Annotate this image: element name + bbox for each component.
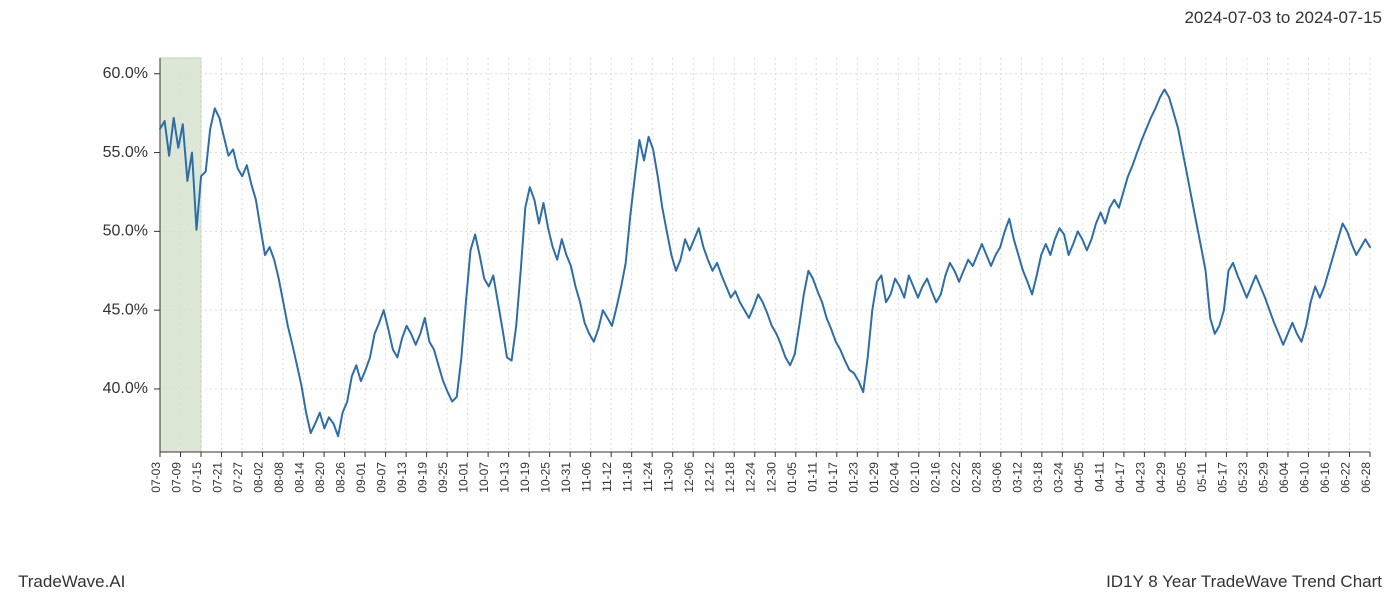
svg-text:11-06: 11-06: [580, 462, 594, 492]
svg-text:03-24: 03-24: [1051, 462, 1065, 493]
svg-text:03-18: 03-18: [1031, 462, 1045, 493]
svg-text:07-27: 07-27: [231, 462, 245, 493]
svg-text:01-05: 01-05: [785, 462, 799, 493]
svg-text:60.0%: 60.0%: [103, 65, 148, 82]
svg-text:04-23: 04-23: [1133, 462, 1147, 493]
svg-text:11-18: 11-18: [621, 462, 635, 492]
svg-text:45.0%: 45.0%: [103, 301, 148, 318]
svg-text:05-05: 05-05: [1174, 462, 1188, 493]
svg-text:08-08: 08-08: [272, 462, 286, 493]
svg-text:04-29: 04-29: [1154, 462, 1168, 493]
svg-text:04-05: 04-05: [1072, 462, 1086, 493]
svg-text:08-26: 08-26: [334, 462, 348, 493]
svg-text:03-06: 03-06: [990, 462, 1004, 493]
svg-text:07-21: 07-21: [211, 462, 225, 493]
svg-text:08-02: 08-02: [252, 462, 266, 493]
svg-text:02-22: 02-22: [949, 462, 963, 493]
svg-text:11-12: 11-12: [600, 462, 614, 492]
svg-text:09-25: 09-25: [436, 462, 450, 493]
svg-text:06-28: 06-28: [1359, 462, 1373, 493]
svg-text:01-17: 01-17: [826, 462, 840, 493]
svg-text:50.0%: 50.0%: [103, 223, 148, 240]
svg-text:06-16: 06-16: [1318, 462, 1332, 493]
brand-label: TradeWave.AI: [18, 572, 125, 592]
svg-text:02-04: 02-04: [887, 462, 901, 493]
svg-text:08-20: 08-20: [313, 462, 327, 493]
svg-text:06-04: 06-04: [1277, 462, 1291, 493]
svg-text:55.0%: 55.0%: [103, 144, 148, 161]
svg-text:10-13: 10-13: [498, 462, 512, 493]
svg-text:02-28: 02-28: [969, 462, 983, 493]
svg-text:04-17: 04-17: [1113, 462, 1127, 493]
svg-text:10-07: 10-07: [477, 462, 491, 493]
svg-text:01-29: 01-29: [867, 462, 881, 493]
svg-text:10-01: 10-01: [457, 462, 471, 493]
svg-text:02-16: 02-16: [928, 462, 942, 493]
svg-text:07-03: 07-03: [149, 462, 163, 493]
svg-text:09-19: 09-19: [416, 462, 430, 493]
svg-text:05-29: 05-29: [1256, 462, 1270, 493]
svg-text:11-24: 11-24: [641, 462, 655, 492]
svg-text:09-01: 09-01: [354, 462, 368, 493]
svg-text:08-14: 08-14: [293, 462, 307, 493]
svg-text:12-12: 12-12: [703, 462, 717, 493]
svg-text:10-25: 10-25: [539, 462, 553, 493]
svg-text:10-19: 10-19: [518, 462, 532, 493]
svg-text:07-09: 07-09: [170, 462, 184, 493]
svg-text:04-11: 04-11: [1092, 462, 1106, 492]
chart-area: 40.0% 45.0% 50.0% 55.0% 60.0% 07-03 07-09 07-15…: [80, 40, 1380, 510]
svg-text:06-10: 06-10: [1297, 462, 1311, 493]
date-range-label: 2024-07-03 to 2024-07-15: [1184, 8, 1382, 28]
svg-text:09-13: 09-13: [395, 462, 409, 493]
svg-text:01-23: 01-23: [846, 462, 860, 493]
svg-text:01-11: 01-11: [805, 462, 819, 492]
svg-text:05-23: 05-23: [1236, 462, 1250, 493]
svg-text:11-30: 11-30: [662, 462, 676, 492]
svg-text:12-24: 12-24: [744, 462, 758, 493]
svg-text:40.0%: 40.0%: [103, 380, 148, 397]
svg-text:03-12: 03-12: [1010, 462, 1024, 493]
chart-title: ID1Y 8 Year TradeWave Trend Chart: [1106, 572, 1382, 592]
svg-text:05-17: 05-17: [1215, 462, 1229, 493]
svg-text:06-22: 06-22: [1338, 462, 1352, 493]
svg-text:12-06: 12-06: [682, 462, 696, 493]
svg-text:10-31: 10-31: [559, 462, 573, 493]
svg-text:02-10: 02-10: [908, 462, 922, 493]
svg-text:12-30: 12-30: [764, 462, 778, 493]
line-chart-svg: 40.0% 45.0% 50.0% 55.0% 60.0% 07-03 07-09 07-15…: [80, 40, 1380, 510]
svg-text:12-18: 12-18: [723, 462, 737, 493]
svg-text:07-15: 07-15: [190, 462, 204, 493]
svg-text:09-07: 09-07: [375, 462, 389, 493]
svg-text:05-11: 05-11: [1195, 462, 1209, 492]
